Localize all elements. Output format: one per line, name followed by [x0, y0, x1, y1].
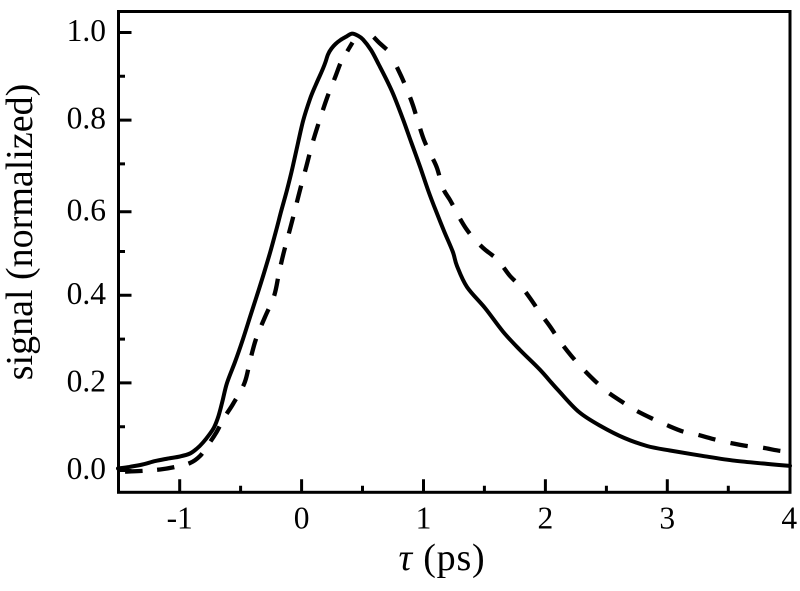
svg-text:τ (ps): τ (ps)	[398, 537, 485, 579]
svg-text:2: 2	[538, 501, 554, 536]
svg-text:0.8: 0.8	[67, 101, 106, 136]
svg-text:signal (normalized): signal (normalized)	[0, 84, 41, 381]
svg-text:-1: -1	[167, 501, 193, 536]
svg-text:1.0: 1.0	[67, 13, 106, 48]
svg-text:0.2: 0.2	[67, 363, 106, 398]
svg-text:0.6: 0.6	[67, 192, 106, 227]
svg-text:3: 3	[659, 501, 675, 536]
svg-text:0.0: 0.0	[67, 451, 106, 486]
svg-text:0.4: 0.4	[67, 276, 107, 311]
svg-text:0: 0	[294, 501, 310, 536]
svg-text:1: 1	[416, 501, 432, 536]
svg-text:4: 4	[781, 501, 797, 536]
